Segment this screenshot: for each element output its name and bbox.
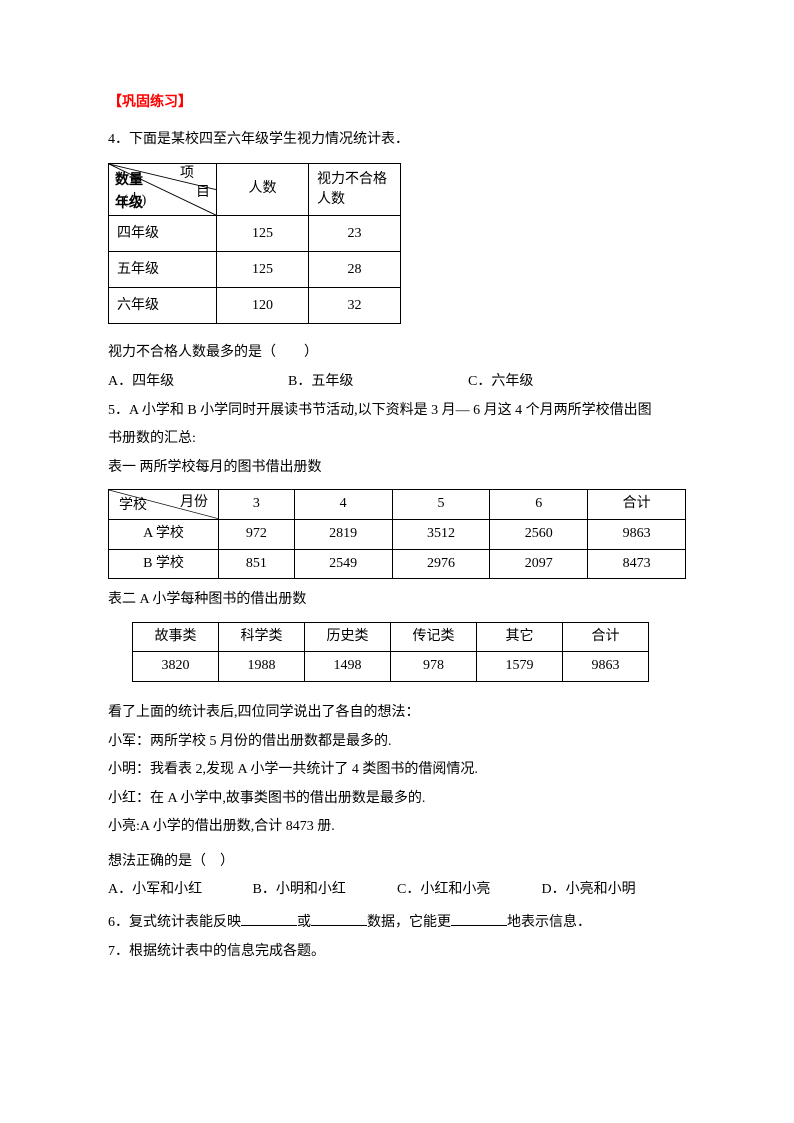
- q5-after-3: 小明：我看表 2,发现 A 小学一共统计了 4 类图书的借阅情况.: [108, 757, 686, 784]
- cell-value: 851: [219, 549, 295, 579]
- cell-grade: 五年级: [109, 252, 217, 288]
- q5-options: A．小军和小红 B．小明和小红 C．小红和小亮 D．小亮和小明: [108, 877, 686, 904]
- q5-after-1: 看了上面的统计表后,四位同学说出了各自的想法：: [108, 700, 686, 727]
- section-title: 【巩固练习】: [108, 90, 686, 117]
- q6-line: 6．复式统计表能反映 或 数据，它能更 地表示信息．: [108, 910, 686, 937]
- cell-count: 120: [217, 288, 309, 324]
- table-row: 五年级 125 28: [109, 252, 401, 288]
- col-header: 历史类: [305, 622, 391, 652]
- table-monthly: 月份 学校 3 4 5 6 合计 A 学校 972 2819 3512 2560…: [108, 489, 686, 579]
- cell-value: 2819: [294, 519, 392, 549]
- col-header: 合计: [588, 490, 686, 520]
- blank-input[interactable]: [241, 912, 297, 926]
- cell-fail: 32: [309, 288, 401, 324]
- cell-value: 1498: [305, 652, 391, 682]
- cell-value: 2097: [490, 549, 588, 579]
- cell-value: 2549: [294, 549, 392, 579]
- table-category: 故事类 科学类 历史类 传记类 其它 合计 3820 1988 1498 978…: [132, 622, 649, 682]
- q6-part2: 或: [297, 915, 311, 930]
- table-row: 六年级 120 32: [109, 288, 401, 324]
- option-d: D．小亮和小明: [542, 877, 687, 904]
- col-header: 3: [219, 490, 295, 520]
- q5-question: 想法正确的是（ ）: [108, 849, 686, 876]
- option-c: C．小红和小亮: [397, 877, 542, 904]
- table-row: B 学校 851 2549 2976 2097 8473: [109, 549, 686, 579]
- q6-part3: 数据，它能更: [367, 915, 451, 930]
- option-b: B．小明和小红: [253, 877, 398, 904]
- col-header-fail-l1: 视力不合格: [317, 170, 392, 190]
- col-header: 故事类: [133, 622, 219, 652]
- cell-value: 1579: [477, 652, 563, 682]
- q5-after-5: 小亮:A 小学的借出册数,合计 8473 册.: [108, 814, 686, 841]
- row-label: B 学校: [109, 549, 219, 579]
- col-header: 传记类: [391, 622, 477, 652]
- cell-value: 9863: [563, 652, 649, 682]
- col-header-count: 人数: [217, 164, 309, 216]
- cell-value: 972: [219, 519, 295, 549]
- diag-label-month: 月份: [180, 496, 208, 510]
- cell-count: 125: [217, 216, 309, 252]
- option-a: A．小军和小红: [108, 877, 253, 904]
- col-header-fail-l2: 人数: [317, 190, 392, 210]
- col-header-fail: 视力不合格 人数: [309, 164, 401, 216]
- cell-value: 8473: [588, 549, 686, 579]
- col-header: 6: [490, 490, 588, 520]
- col-header: 5: [392, 490, 490, 520]
- cell-value: 978: [391, 652, 477, 682]
- q4-question: 视力不合格人数最多的是（ ）: [108, 340, 686, 367]
- blank-input[interactable]: [451, 912, 507, 926]
- q6-part4: 地表示信息．: [507, 915, 591, 930]
- col-header: 科学类: [219, 622, 305, 652]
- table-row: 3820 1988 1498 978 1579 9863: [133, 652, 649, 682]
- cell-value: 2976: [392, 549, 490, 579]
- diag-label-mu: 目: [196, 186, 210, 200]
- col-header: 其它: [477, 622, 563, 652]
- q4-table: 数量 (人) 项 目 年级 人数 视力不合格 人数 四年级 125 23: [108, 163, 686, 324]
- q5-table1: 月份 学校 3 4 5 6 合计 A 学校 972 2819 3512 2560…: [108, 489, 686, 579]
- table-row: A 学校 972 2819 3512 2560 9863: [109, 519, 686, 549]
- cell-value: 2560: [490, 519, 588, 549]
- q5-table2: 故事类 科学类 历史类 传记类 其它 合计 3820 1988 1498 978…: [108, 622, 686, 682]
- cell-value: 1988: [219, 652, 305, 682]
- option-c: C．六年级: [468, 369, 533, 396]
- cell-grade: 六年级: [109, 288, 217, 324]
- table-vision: 数量 (人) 项 目 年级 人数 视力不合格 人数 四年级 125 23: [108, 163, 401, 324]
- q5-t1-caption: 表一 两所学校每月的图书借出册数: [108, 455, 686, 482]
- table-row: 四年级 125 23: [109, 216, 401, 252]
- cell-fail: 23: [309, 216, 401, 252]
- cell-grade: 四年级: [109, 216, 217, 252]
- cell-value: 3512: [392, 519, 490, 549]
- col-header: 合计: [563, 622, 649, 652]
- diag-label-xiang: 项: [180, 167, 194, 181]
- q4-stem: 4．下面是某校四至六年级学生视力情况统计表．: [108, 127, 686, 154]
- option-a: A．四年级: [108, 369, 288, 396]
- q5-t2-caption: 表二 A 小学每种图书的借出册数: [108, 587, 686, 614]
- cell-value: 3820: [133, 652, 219, 682]
- q5-stem-l1: 5．A 小学和 B 小学同时开展读书节活动,以下资料是 3 月— 6 月这 4 …: [108, 398, 686, 425]
- cell-value: 9863: [588, 519, 686, 549]
- diag-header-cell: 月份 学校: [109, 490, 219, 520]
- option-b: B．五年级: [288, 369, 468, 396]
- q5-stem-l2: 书册数的汇总:: [108, 426, 686, 453]
- row-label: A 学校: [109, 519, 219, 549]
- q4-options: A．四年级 B．五年级 C．六年级: [108, 369, 686, 396]
- q7-stem: 7．根据统计表中的信息完成各题。: [108, 939, 686, 966]
- diag-label-count: 数量: [115, 174, 143, 188]
- q5-after-4: 小红：在 A 小学中,故事类图书的借出册数是最多的.: [108, 786, 686, 813]
- diag-header-cell: 数量 (人) 项 目 年级: [109, 164, 217, 216]
- q5-after-2: 小军：两所学校 5 月份的借出册数都是最多的.: [108, 729, 686, 756]
- blank-input[interactable]: [311, 912, 367, 926]
- col-header: 4: [294, 490, 392, 520]
- diag-label-grade: 年级: [115, 197, 143, 211]
- cell-count: 125: [217, 252, 309, 288]
- diag-label-school: 学校: [119, 499, 147, 513]
- cell-fail: 28: [309, 252, 401, 288]
- q6-part1: 6．复式统计表能反映: [108, 915, 241, 930]
